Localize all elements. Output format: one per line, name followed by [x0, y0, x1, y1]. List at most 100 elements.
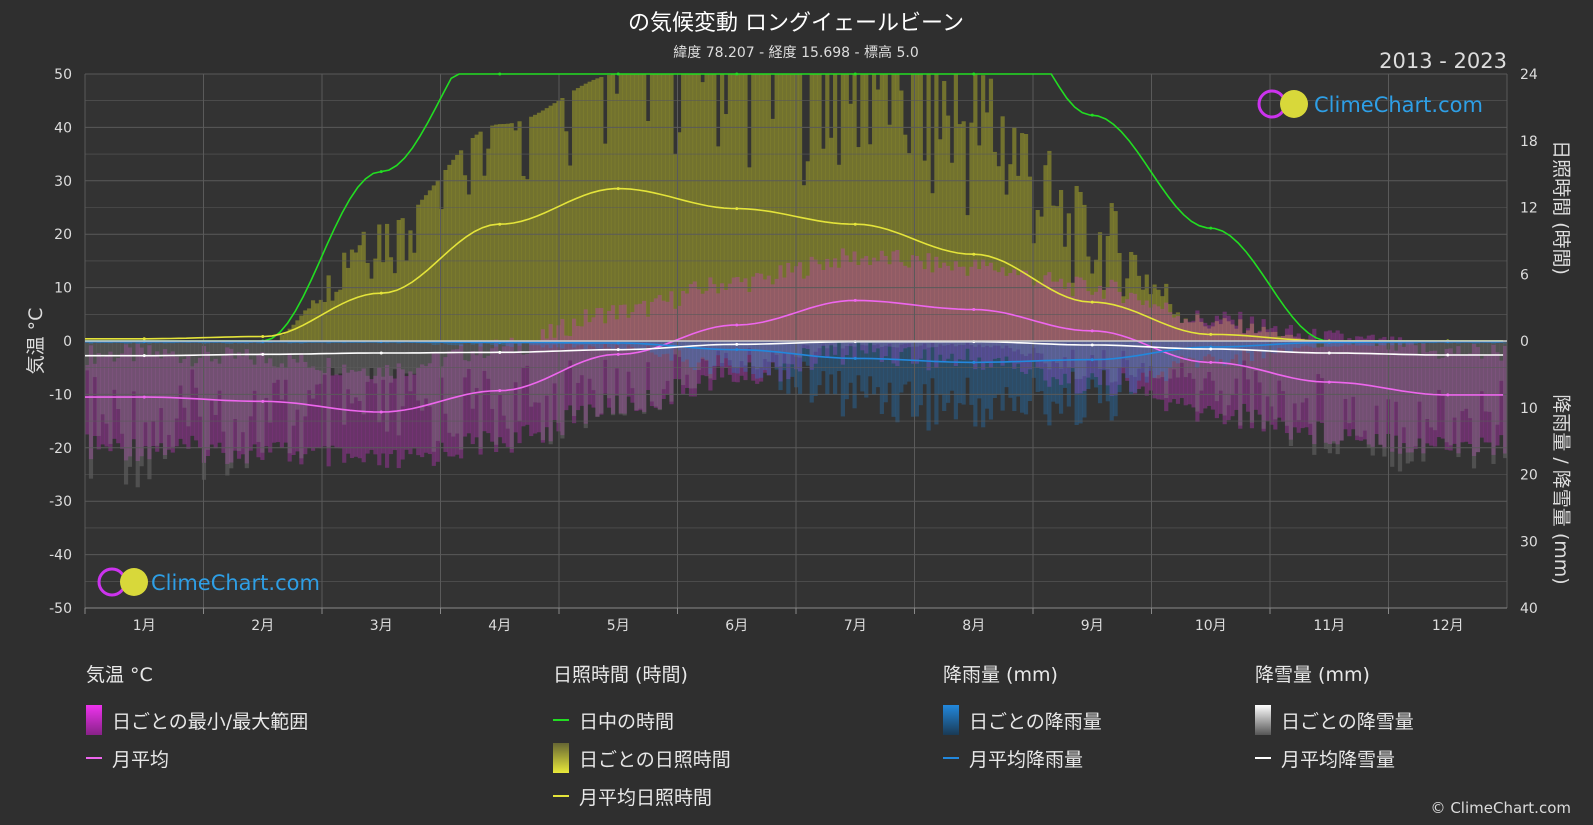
daily-snow-bar: [474, 341, 479, 388]
y2-tick-label: 24: [1520, 67, 1538, 83]
daily-snow-bar: [661, 341, 666, 390]
daily-snow-bar: [1405, 341, 1410, 464]
daily-temp-range-bar: [755, 273, 760, 384]
daily-snow-bar: [1483, 341, 1488, 412]
sunshine-avg-line-point: [142, 337, 146, 341]
rain-swatch: [943, 705, 959, 735]
daily-sunshine-bar: [373, 258, 378, 341]
avg-swatch: [86, 757, 102, 759]
daily-snow-bar: [123, 341, 129, 485]
daylight-line-point: [853, 72, 857, 76]
daily-snow-bar: [1043, 341, 1048, 364]
daily-sunshine-bar: [369, 278, 374, 341]
daily-rain-bar: [899, 341, 904, 393]
daily-snow-bar: [1113, 341, 1118, 382]
daily-snow-bar: [342, 341, 347, 425]
daily-snow-bar: [692, 341, 697, 389]
daily-rain-bar: [969, 341, 974, 405]
daily-temp-range-bar: [252, 364, 257, 445]
daily-rain-bar: [560, 341, 565, 349]
daily-rain-bar: [1323, 341, 1329, 347]
daily-sunshine-bar: [1074, 185, 1079, 341]
daily-sunshine-bar: [571, 90, 577, 341]
daily-rain-bar: [1292, 341, 1297, 348]
daily-sunshine-bar: [1066, 213, 1071, 341]
daily-sunshine-bar: [1195, 313, 1200, 341]
daily-temp-range-bar: [1027, 276, 1033, 370]
daily-rain-bar: [1257, 341, 1262, 352]
daily-snow-bar: [303, 341, 308, 417]
daily-temp-range-bar: [1319, 346, 1325, 423]
daily-sunshine-bar: [462, 175, 468, 341]
daily-snow-bar: [525, 341, 530, 366]
daily-rain-bar: [1148, 341, 1153, 371]
legend-label: 日中の時間: [579, 710, 675, 733]
daily-temp-range-bar: [88, 345, 94, 460]
daily-temp-range-bar: [661, 300, 666, 399]
daily-temp-range-bar: [1051, 281, 1056, 378]
daily-sunshine-bar: [1160, 296, 1165, 341]
daily-rain-bar: [447, 341, 452, 345]
daily-snow-bar: [221, 341, 226, 432]
daily-temp-range-bar: [1429, 350, 1434, 446]
daily-snow-bar: [681, 341, 686, 386]
daily-rain-bar: [1101, 341, 1107, 371]
daily-temp-range-bar: [1129, 292, 1134, 392]
daily-sunshine-bar: [1132, 254, 1138, 341]
daily-snow-bar: [322, 341, 327, 375]
daily-snow-bar: [159, 341, 164, 409]
daily-temp-range-bar: [1094, 291, 1099, 378]
x-tick-label: 2月: [251, 618, 274, 634]
daily-sunshine-bar: [303, 310, 308, 341]
daily-snow-bar: [1390, 341, 1395, 467]
daily-temp-range-bar: [1335, 330, 1340, 445]
daily-temp-range-bar: [918, 260, 923, 359]
daily-temp-range-bar: [1043, 275, 1048, 381]
daily-rain-bar: [848, 341, 853, 383]
daily-temp-range-bar: [1016, 275, 1021, 364]
daily-snow-bar: [634, 341, 639, 411]
daily-temp-range-bar: [369, 379, 374, 450]
daily-snow-bar: [564, 341, 569, 370]
daily-snow-bar: [439, 341, 444, 378]
daily-snow-bar: [813, 341, 818, 352]
daily-temp-range-bar: [490, 348, 495, 442]
daily-snow-bar: [622, 341, 627, 416]
daily-snow-bar: [338, 341, 343, 374]
daily-temp-range-bar: [194, 363, 199, 441]
daily-sunshine-bar: [1175, 312, 1181, 341]
daily-temp-range-bar: [786, 262, 791, 380]
daily-sunshine-bar: [412, 252, 417, 341]
daily-rain-bar: [599, 341, 604, 349]
daily-snow-bar: [139, 341, 144, 467]
daily-temp-range-bar: [790, 272, 795, 365]
daily-temp-range-bar: [416, 367, 421, 456]
daily-temp-range-bar: [1495, 352, 1500, 446]
daily-sunshine-bar: [459, 150, 464, 341]
daily-temp-range-bar: [1070, 296, 1075, 368]
daily-rain-bar: [1094, 341, 1099, 388]
daily-snow-bar: [560, 341, 565, 439]
daily-temp-range-bar: [610, 305, 616, 414]
daily-temp-range-bar: [112, 361, 117, 439]
daily-snow-bar: [408, 341, 413, 392]
daylight-swatch: [553, 719, 569, 721]
daily-temp-range-bar: [762, 279, 768, 373]
daily-rain-bar: [751, 341, 756, 375]
legend-label: 日ごとの降雪量: [1281, 710, 1414, 733]
daily-temp-range-bar: [283, 367, 288, 443]
daily-temp-range-bar: [1300, 338, 1305, 429]
daily-snow-bar: [1012, 341, 1017, 352]
daily-snow-bar: [653, 341, 658, 407]
y-tick-label: 10: [54, 281, 72, 297]
daily-rain-bar: [1140, 341, 1145, 373]
daily-temp-range-bar: [1499, 360, 1504, 436]
daily-snow-bar: [1397, 341, 1403, 472]
daily-temp-range-bar: [1164, 302, 1169, 412]
daily-sunshine-bar: [1035, 209, 1040, 341]
daily-temp-range-bar: [1238, 311, 1243, 429]
daily-sunshine-bar: [903, 134, 908, 341]
daily-temp-range-bar: [1444, 348, 1449, 450]
daily-rain-bar: [478, 341, 483, 347]
daily-sunshine-bar: [1097, 232, 1103, 341]
